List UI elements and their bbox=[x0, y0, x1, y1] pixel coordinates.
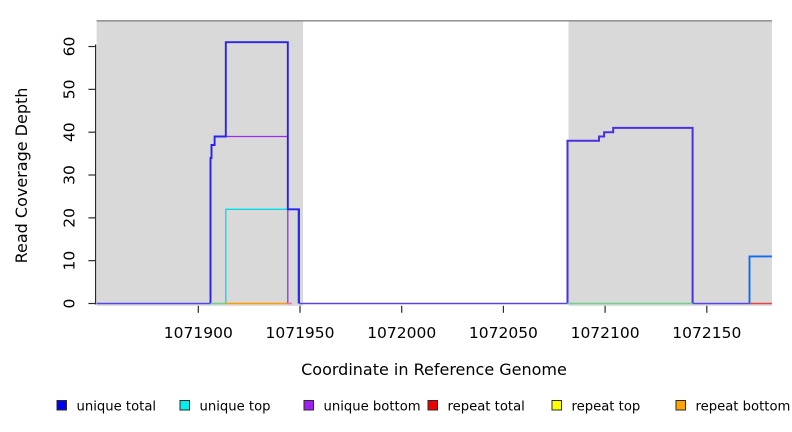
legend-item-unique-bottom: unique bottom bbox=[303, 400, 421, 415]
y-tick-label: 50 bbox=[61, 79, 79, 99]
legend-swatch-unique-top bbox=[179, 400, 190, 411]
y-tick-label: 60 bbox=[61, 37, 79, 57]
x-tick-label: 1072150 bbox=[672, 324, 741, 342]
y-tick-label: 0 bbox=[61, 299, 79, 309]
legend-swatch-repeat-bottom bbox=[675, 400, 686, 411]
y-tick-label: 30 bbox=[61, 165, 79, 185]
x-tick-label: 1072000 bbox=[367, 324, 436, 342]
legend-item-unique-top: unique top bbox=[179, 400, 271, 415]
legend-label: unique top bbox=[200, 400, 271, 415]
shaded-region bbox=[568, 20, 772, 306]
legend-item-repeat-total: repeat total bbox=[427, 400, 525, 415]
y-axis-title: Read Coverage Depth bbox=[12, 88, 31, 264]
legend-label: unique total bbox=[77, 400, 157, 415]
x-tick-label: 1071950 bbox=[265, 324, 334, 342]
legend-swatch-repeat-top bbox=[551, 400, 562, 411]
x-tick-label: 1072050 bbox=[469, 324, 538, 342]
legend-label: repeat total bbox=[448, 400, 525, 415]
legend-label: unique bottom bbox=[324, 400, 421, 415]
legend-label: repeat top bbox=[572, 400, 641, 415]
series-line-unique-total bbox=[209, 41, 300, 304]
y-tick-label: 10 bbox=[61, 251, 79, 271]
legend-swatch-unique-total bbox=[56, 400, 67, 411]
series-line-unique-total-bottom bbox=[566, 126, 694, 304]
x-axis-title: Coordinate in Reference Genome bbox=[301, 360, 567, 379]
legend-swatch-unique-bottom bbox=[303, 400, 314, 411]
x-tick-label: 1071900 bbox=[164, 324, 233, 342]
legend-item-repeat-top: repeat top bbox=[551, 400, 641, 415]
y-tick-label: 40 bbox=[61, 122, 79, 142]
legend-swatch-repeat-total bbox=[427, 400, 438, 411]
y-tick-label: 20 bbox=[61, 208, 79, 228]
legend-item-repeat-bottom: repeat bottom bbox=[675, 400, 791, 415]
series-line-unique-total bbox=[748, 255, 772, 304]
series-line-unique-top bbox=[225, 208, 299, 304]
shaded-region bbox=[96, 20, 304, 306]
x-tick-label: 1072100 bbox=[571, 324, 640, 342]
legend-label: repeat bottom bbox=[696, 400, 791, 415]
legend-item-unique-total: unique total bbox=[56, 400, 157, 415]
